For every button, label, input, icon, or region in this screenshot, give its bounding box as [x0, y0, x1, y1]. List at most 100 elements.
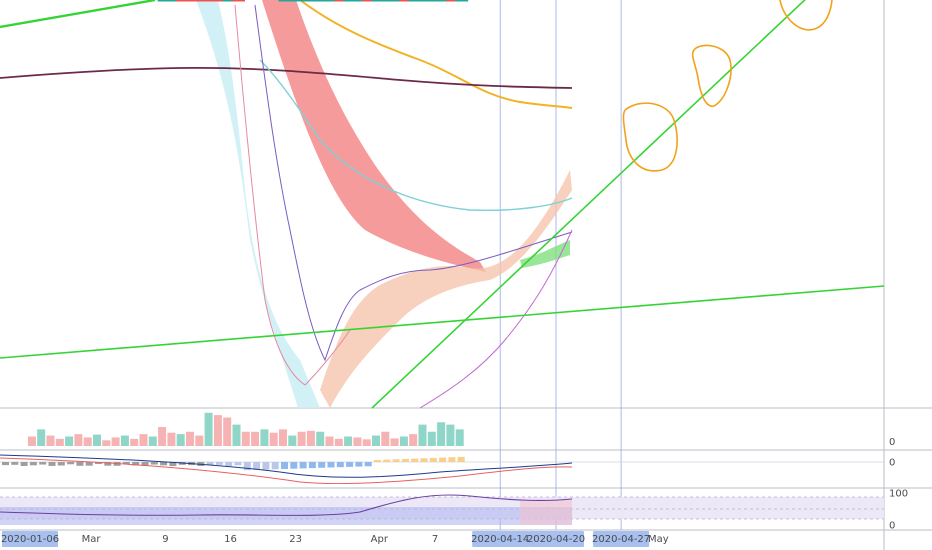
macd-hist-bar — [299, 462, 307, 469]
volume-bar — [269, 432, 278, 446]
volume-bar — [93, 434, 101, 446]
volume-bar — [139, 434, 148, 446]
macd-hist-bar — [336, 462, 344, 468]
macd-hist-bar — [169, 462, 177, 466]
volume-bar — [130, 438, 139, 446]
volume-bar — [27, 436, 36, 446]
macd-hist-bar — [327, 462, 335, 468]
macd-hist-bar — [383, 459, 391, 462]
candle-body — [455, 0, 469, 2]
macd-hist-bar — [271, 462, 279, 470]
ema-violet-line — [254, 4, 573, 362]
time-highlight-box — [528, 531, 584, 547]
macd-hist-bar — [57, 462, 65, 466]
volume-bar — [232, 424, 241, 446]
time-tick-label: 23 — [289, 534, 302, 545]
volume-bar — [427, 431, 436, 446]
trendline-ascending[interactable] — [371, 0, 810, 409]
volume-bar — [213, 415, 222, 446]
macd-hist-bar — [85, 462, 93, 466]
time-highlight-tag: 2020-04-20 — [527, 531, 585, 547]
volume-bar — [260, 429, 269, 446]
highlight-circle-2[interactable] — [691, 44, 732, 107]
volume-bar — [362, 439, 371, 446]
candle[interactable] — [232, 0, 245, 2]
volume-bar — [279, 429, 287, 446]
highlight-circle-3[interactable] — [779, 0, 833, 31]
volume-bar — [111, 437, 120, 446]
time-tick-label: 7 — [432, 534, 438, 545]
volume-bar — [306, 430, 315, 446]
volume-bar — [83, 437, 92, 446]
time-tick-label: May — [648, 534, 669, 545]
volume-bar — [399, 436, 408, 446]
time-highlight-tag: 2020-01-06 — [1, 531, 59, 547]
trendline-top-left[interactable] — [0, 0, 156, 29]
macd-hist-bar — [20, 462, 28, 466]
macd-hist-bar — [290, 462, 298, 469]
macd-hist-bar — [448, 457, 456, 462]
macd-hist-bar — [346, 462, 354, 467]
cloud-band-red — [262, 0, 486, 272]
stoch-pane[interactable]: 100 0 — [0, 489, 908, 532]
macd-hist-bar — [457, 456, 465, 462]
macd-signal-line — [0, 457, 573, 485]
macd-hist-bar — [420, 458, 428, 462]
macd-hist-bar — [2, 462, 9, 466]
macd-hist-bar — [160, 462, 168, 466]
cloud-band-peach — [320, 170, 572, 408]
volume-pane[interactable]: 0 — [27, 412, 895, 448]
drawing-tools[interactable] — [0, 0, 885, 409]
candle-body — [232, 0, 245, 2]
macd-hist-bar — [364, 462, 372, 467]
stoch-100-label: 100 — [889, 489, 908, 500]
time-highlight-label: 2020-04-20 — [527, 534, 585, 545]
macd-hist-bar — [281, 462, 288, 469]
highlight-circle-1[interactable] — [622, 102, 678, 172]
macd-hist-bar — [374, 460, 381, 462]
candles[interactable] — [157, 0, 469, 2]
macd-hist-bar — [411, 458, 419, 462]
time-highlight-tag: 2020-04-27 — [592, 531, 650, 547]
macd-hist-bar — [104, 462, 112, 466]
volume-bar — [390, 438, 399, 446]
macd-pane[interactable]: 0 — [0, 454, 895, 485]
ema-pink-line — [234, 4, 351, 386]
time-highlight-tag: 2020-04-14 — [471, 531, 529, 547]
macd-hist-bar — [39, 462, 47, 465]
time-highlight-box — [2, 531, 58, 547]
macd-hist-bar — [401, 458, 409, 462]
volume-zero-label: 0 — [889, 437, 895, 448]
stoch-0-label: 0 — [889, 521, 895, 532]
macd-hist-bar — [206, 462, 214, 466]
volume-bar — [288, 435, 297, 446]
ema-magenta-line — [419, 229, 573, 409]
volume-bar — [325, 436, 334, 446]
stoch-fill — [0, 507, 572, 525]
cloud-band-green — [520, 240, 570, 268]
volume-bar — [176, 434, 185, 446]
volume-bar — [381, 431, 390, 446]
macd-hist-bar — [429, 457, 437, 462]
volume-bar — [195, 435, 204, 446]
macd-hist-bar — [29, 462, 37, 466]
macd-hist-bar — [48, 462, 56, 466]
macd-hist-bar — [225, 462, 233, 466]
volume-bar — [204, 412, 213, 446]
trendline-lower[interactable] — [0, 285, 885, 359]
volume-bar — [455, 429, 464, 446]
candle[interactable] — [455, 0, 469, 2]
macd-hist-bar — [234, 462, 242, 466]
stoch-k-line — [0, 494, 573, 516]
time-tick-label: Mar — [82, 534, 102, 545]
volume-bar — [158, 427, 167, 446]
volume-bar — [372, 435, 380, 446]
macd-hist-bar — [439, 457, 447, 462]
volume-bar — [344, 436, 353, 446]
macd-hist-bar — [141, 462, 149, 466]
volume-bar — [251, 431, 260, 446]
ema-cyan-line — [259, 59, 573, 212]
macd-hist-bar — [122, 462, 130, 465]
